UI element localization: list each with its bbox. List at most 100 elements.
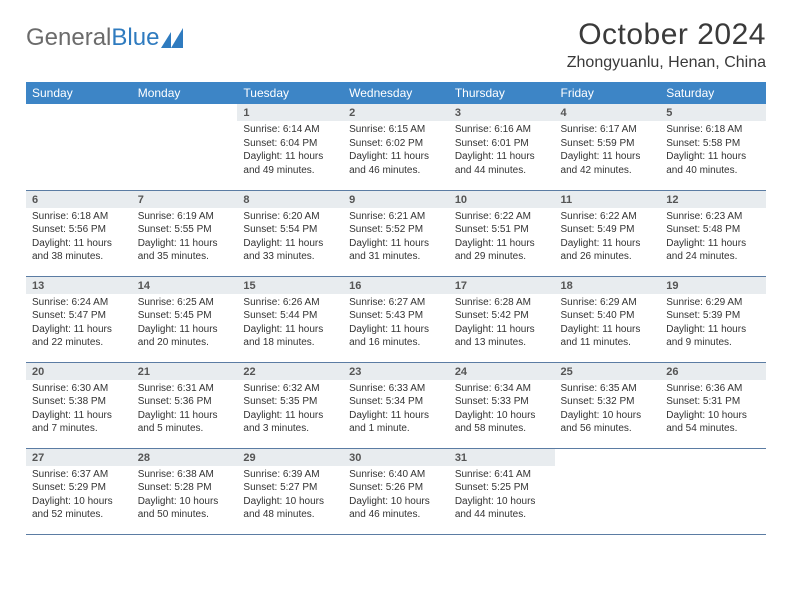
day-details: Sunrise: 6:25 AMSunset: 5:45 PMDaylight:… — [132, 294, 238, 354]
calendar-cell: 3Sunrise: 6:16 AMSunset: 6:01 PMDaylight… — [449, 104, 555, 190]
day-details: Sunrise: 6:40 AMSunset: 5:26 PMDaylight:… — [343, 466, 449, 526]
day-number: 17 — [449, 277, 555, 294]
calendar-cell: 15Sunrise: 6:26 AMSunset: 5:44 PMDayligh… — [237, 276, 343, 362]
day-details: Sunrise: 6:19 AMSunset: 5:55 PMDaylight:… — [132, 208, 238, 268]
calendar-cell: 22Sunrise: 6:32 AMSunset: 5:35 PMDayligh… — [237, 362, 343, 448]
day-details: Sunrise: 6:21 AMSunset: 5:52 PMDaylight:… — [343, 208, 449, 268]
day-number: 21 — [132, 363, 238, 380]
day-number: 19 — [660, 277, 766, 294]
day-details: Sunrise: 6:23 AMSunset: 5:48 PMDaylight:… — [660, 208, 766, 268]
day-number: 18 — [555, 277, 661, 294]
calendar-cell: 11Sunrise: 6:22 AMSunset: 5:49 PMDayligh… — [555, 190, 661, 276]
calendar-cell: 6Sunrise: 6:18 AMSunset: 5:56 PMDaylight… — [26, 190, 132, 276]
day-details: Sunrise: 6:22 AMSunset: 5:51 PMDaylight:… — [449, 208, 555, 268]
day-header: Tuesday — [237, 82, 343, 104]
calendar-cell: 5Sunrise: 6:18 AMSunset: 5:58 PMDaylight… — [660, 104, 766, 190]
day-details: Sunrise: 6:22 AMSunset: 5:49 PMDaylight:… — [555, 208, 661, 268]
day-details: Sunrise: 6:24 AMSunset: 5:47 PMDaylight:… — [26, 294, 132, 354]
calendar-cell: .. — [26, 104, 132, 190]
day-number: 30 — [343, 449, 449, 466]
day-number: 3 — [449, 104, 555, 121]
day-number: 29 — [237, 449, 343, 466]
day-details: Sunrise: 6:37 AMSunset: 5:29 PMDaylight:… — [26, 466, 132, 526]
day-details: Sunrise: 6:14 AMSunset: 6:04 PMDaylight:… — [237, 121, 343, 181]
calendar-cell: 14Sunrise: 6:25 AMSunset: 5:45 PMDayligh… — [132, 276, 238, 362]
day-details: Sunrise: 6:18 AMSunset: 5:56 PMDaylight:… — [26, 208, 132, 268]
day-number: 22 — [237, 363, 343, 380]
day-details: Sunrise: 6:16 AMSunset: 6:01 PMDaylight:… — [449, 121, 555, 181]
day-number: 24 — [449, 363, 555, 380]
day-details: Sunrise: 6:26 AMSunset: 5:44 PMDaylight:… — [237, 294, 343, 354]
calendar-cell: 25Sunrise: 6:35 AMSunset: 5:32 PMDayligh… — [555, 362, 661, 448]
day-number: 1 — [237, 104, 343, 121]
calendar-cell: 8Sunrise: 6:20 AMSunset: 5:54 PMDaylight… — [237, 190, 343, 276]
calendar-cell: 19Sunrise: 6:29 AMSunset: 5:39 PMDayligh… — [660, 276, 766, 362]
logo-icon — [161, 28, 187, 48]
calendar-cell: 4Sunrise: 6:17 AMSunset: 5:59 PMDaylight… — [555, 104, 661, 190]
day-header: Sunday — [26, 82, 132, 104]
calendar-cell: 20Sunrise: 6:30 AMSunset: 5:38 PMDayligh… — [26, 362, 132, 448]
calendar-cell: 1Sunrise: 6:14 AMSunset: 6:04 PMDaylight… — [237, 104, 343, 190]
day-details: Sunrise: 6:36 AMSunset: 5:31 PMDaylight:… — [660, 380, 766, 440]
calendar-page: GeneralBlue October 2024 Zhongyuanlu, He… — [0, 0, 792, 535]
day-header: Friday — [555, 82, 661, 104]
day-number: 26 — [660, 363, 766, 380]
calendar-row: 6Sunrise: 6:18 AMSunset: 5:56 PMDaylight… — [26, 190, 766, 276]
title-block: October 2024 Zhongyuanlu, Henan, China — [567, 18, 766, 72]
day-number: 20 — [26, 363, 132, 380]
calendar-cell: .. — [132, 104, 238, 190]
calendar-row: 27Sunrise: 6:37 AMSunset: 5:29 PMDayligh… — [26, 448, 766, 534]
day-details: Sunrise: 6:30 AMSunset: 5:38 PMDaylight:… — [26, 380, 132, 440]
calendar-cell: 29Sunrise: 6:39 AMSunset: 5:27 PMDayligh… — [237, 448, 343, 534]
day-number: 2 — [343, 104, 449, 121]
calendar-cell: 21Sunrise: 6:31 AMSunset: 5:36 PMDayligh… — [132, 362, 238, 448]
day-number: 13 — [26, 277, 132, 294]
calendar-cell: 30Sunrise: 6:40 AMSunset: 5:26 PMDayligh… — [343, 448, 449, 534]
header: GeneralBlue October 2024 Zhongyuanlu, He… — [26, 18, 766, 72]
day-number: 7 — [132, 191, 238, 208]
calendar-cell: 9Sunrise: 6:21 AMSunset: 5:52 PMDaylight… — [343, 190, 449, 276]
logo: GeneralBlue — [26, 18, 187, 52]
day-number: 25 — [555, 363, 661, 380]
day-header: Wednesday — [343, 82, 449, 104]
calendar-cell: 10Sunrise: 6:22 AMSunset: 5:51 PMDayligh… — [449, 190, 555, 276]
calendar-body: ....1Sunrise: 6:14 AMSunset: 6:04 PMDayl… — [26, 104, 766, 534]
day-details: Sunrise: 6:39 AMSunset: 5:27 PMDaylight:… — [237, 466, 343, 526]
day-details: Sunrise: 6:29 AMSunset: 5:40 PMDaylight:… — [555, 294, 661, 354]
day-number: 15 — [237, 277, 343, 294]
day-details: Sunrise: 6:31 AMSunset: 5:36 PMDaylight:… — [132, 380, 238, 440]
day-details: Sunrise: 6:38 AMSunset: 5:28 PMDaylight:… — [132, 466, 238, 526]
day-number: 4 — [555, 104, 661, 121]
day-details: Sunrise: 6:28 AMSunset: 5:42 PMDaylight:… — [449, 294, 555, 354]
day-header: Monday — [132, 82, 238, 104]
day-number: 8 — [237, 191, 343, 208]
day-number: 27 — [26, 449, 132, 466]
calendar-cell: 13Sunrise: 6:24 AMSunset: 5:47 PMDayligh… — [26, 276, 132, 362]
day-number: 6 — [26, 191, 132, 208]
day-number: 10 — [449, 191, 555, 208]
day-header: Saturday — [660, 82, 766, 104]
calendar-cell: 2Sunrise: 6:15 AMSunset: 6:02 PMDaylight… — [343, 104, 449, 190]
calendar-cell: 31Sunrise: 6:41 AMSunset: 5:25 PMDayligh… — [449, 448, 555, 534]
calendar-row: 13Sunrise: 6:24 AMSunset: 5:47 PMDayligh… — [26, 276, 766, 362]
logo-text-2: Blue — [111, 24, 159, 52]
day-details: Sunrise: 6:41 AMSunset: 5:25 PMDaylight:… — [449, 466, 555, 526]
calendar-cell: 17Sunrise: 6:28 AMSunset: 5:42 PMDayligh… — [449, 276, 555, 362]
calendar-cell: 18Sunrise: 6:29 AMSunset: 5:40 PMDayligh… — [555, 276, 661, 362]
logo-text-1: General — [26, 24, 111, 52]
day-number: 11 — [555, 191, 661, 208]
calendar-cell: .. — [555, 448, 661, 534]
day-details: Sunrise: 6:29 AMSunset: 5:39 PMDaylight:… — [660, 294, 766, 354]
calendar-cell: 24Sunrise: 6:34 AMSunset: 5:33 PMDayligh… — [449, 362, 555, 448]
day-details: Sunrise: 6:35 AMSunset: 5:32 PMDaylight:… — [555, 380, 661, 440]
day-number: 28 — [132, 449, 238, 466]
day-number: 12 — [660, 191, 766, 208]
calendar-row: ....1Sunrise: 6:14 AMSunset: 6:04 PMDayl… — [26, 104, 766, 190]
day-details: Sunrise: 6:33 AMSunset: 5:34 PMDaylight:… — [343, 380, 449, 440]
day-details: Sunrise: 6:18 AMSunset: 5:58 PMDaylight:… — [660, 121, 766, 181]
day-number: 14 — [132, 277, 238, 294]
day-details: Sunrise: 6:34 AMSunset: 5:33 PMDaylight:… — [449, 380, 555, 440]
month-title: October 2024 — [567, 18, 766, 52]
day-details: Sunrise: 6:20 AMSunset: 5:54 PMDaylight:… — [237, 208, 343, 268]
calendar-cell: .. — [660, 448, 766, 534]
